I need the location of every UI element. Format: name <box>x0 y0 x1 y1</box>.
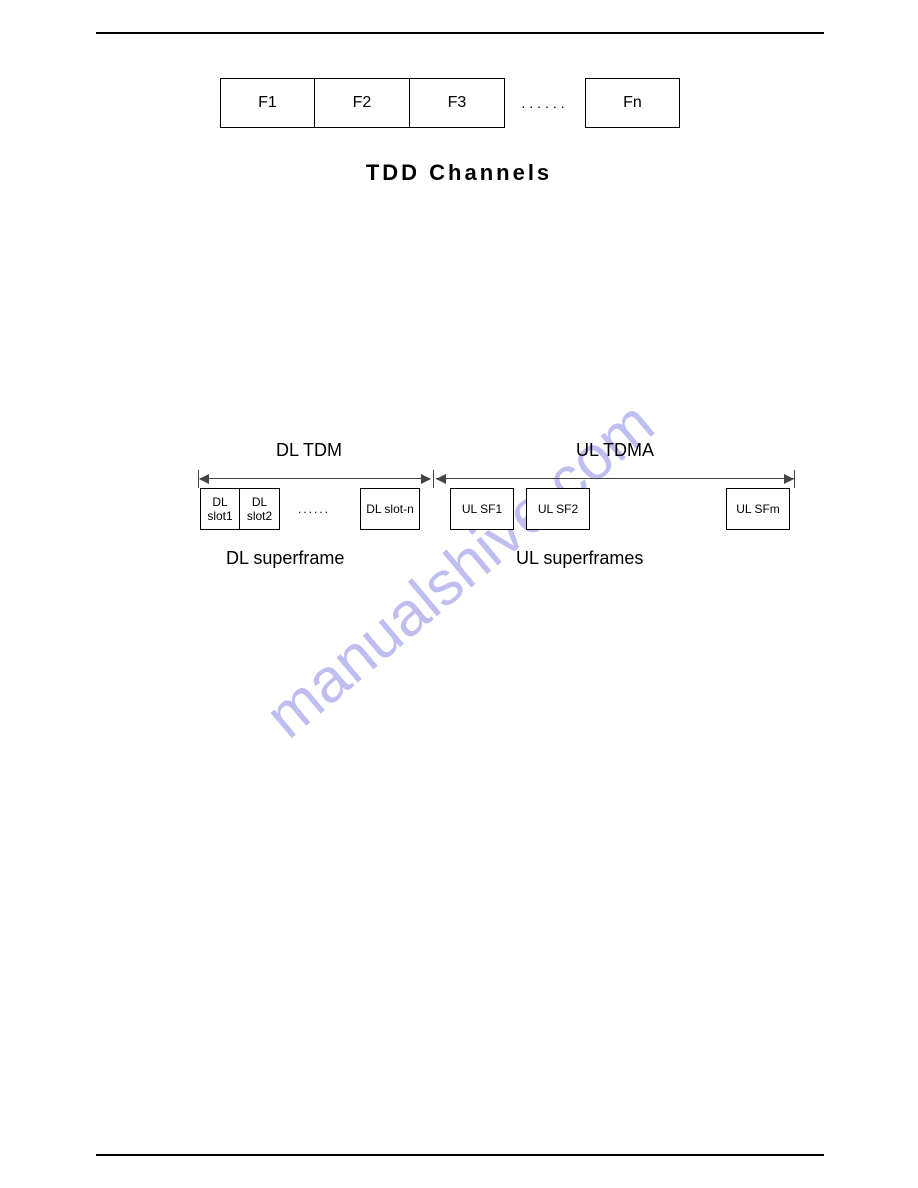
arrow-right-icon <box>784 474 794 484</box>
dl-slot2: DLslot2 <box>240 488 280 530</box>
arrow-left-icon <box>199 474 209 484</box>
channel-box-f2: F2 <box>315 78 410 128</box>
ul-sf2-label: UL SF2 <box>538 502 578 516</box>
dim-tick-right <box>794 470 795 488</box>
dl-tdm-label: DL TDM <box>276 440 342 461</box>
channel-box-f1: F1 <box>220 78 315 128</box>
channels-row: F1 F2 F3 ...... Fn <box>220 78 680 128</box>
dl-slot1: DLslot1 <box>200 488 240 530</box>
dl-superframe-label: DL superframe <box>226 548 344 569</box>
ul-sf1-label: UL SF1 <box>462 502 502 516</box>
bottom-rule <box>96 1154 824 1156</box>
dl-slot-n: DL slot-n <box>360 488 420 530</box>
channel-box-fn: Fn <box>585 78 680 128</box>
arrow-left-ul-icon <box>436 474 446 484</box>
dim-horiz-dl <box>200 478 430 479</box>
arrow-right-dl-icon <box>421 474 431 484</box>
dim-tick-mid <box>433 470 434 488</box>
slots-row: DLslot1 DLslot2 ...... DL slot-n UL SF1 … <box>196 488 796 530</box>
channels-title: TDD Channels <box>0 160 918 186</box>
ul-sfm: UL SFm <box>726 488 790 530</box>
ul-tdma-label: UL TDMA <box>576 440 654 461</box>
ul-sfm-label: UL SFm <box>736 502 780 516</box>
dl-slot1-label: DLslot1 <box>207 495 232 524</box>
ul-superframes-label: UL superframes <box>516 548 643 569</box>
dim-horiz-ul <box>436 478 794 479</box>
ul-sf2: UL SF2 <box>526 488 590 530</box>
channel-ellipsis: ...... <box>505 95 585 111</box>
channel-box-f3: F3 <box>410 78 505 128</box>
ul-sf1: UL SF1 <box>450 488 514 530</box>
top-rule <box>96 32 824 34</box>
dl-slot-n-label: DL slot-n <box>366 502 414 516</box>
dl-slot2-label: DLslot2 <box>247 495 272 524</box>
dimension-line <box>196 470 796 488</box>
dl-ellipsis: ...... <box>298 502 330 516</box>
